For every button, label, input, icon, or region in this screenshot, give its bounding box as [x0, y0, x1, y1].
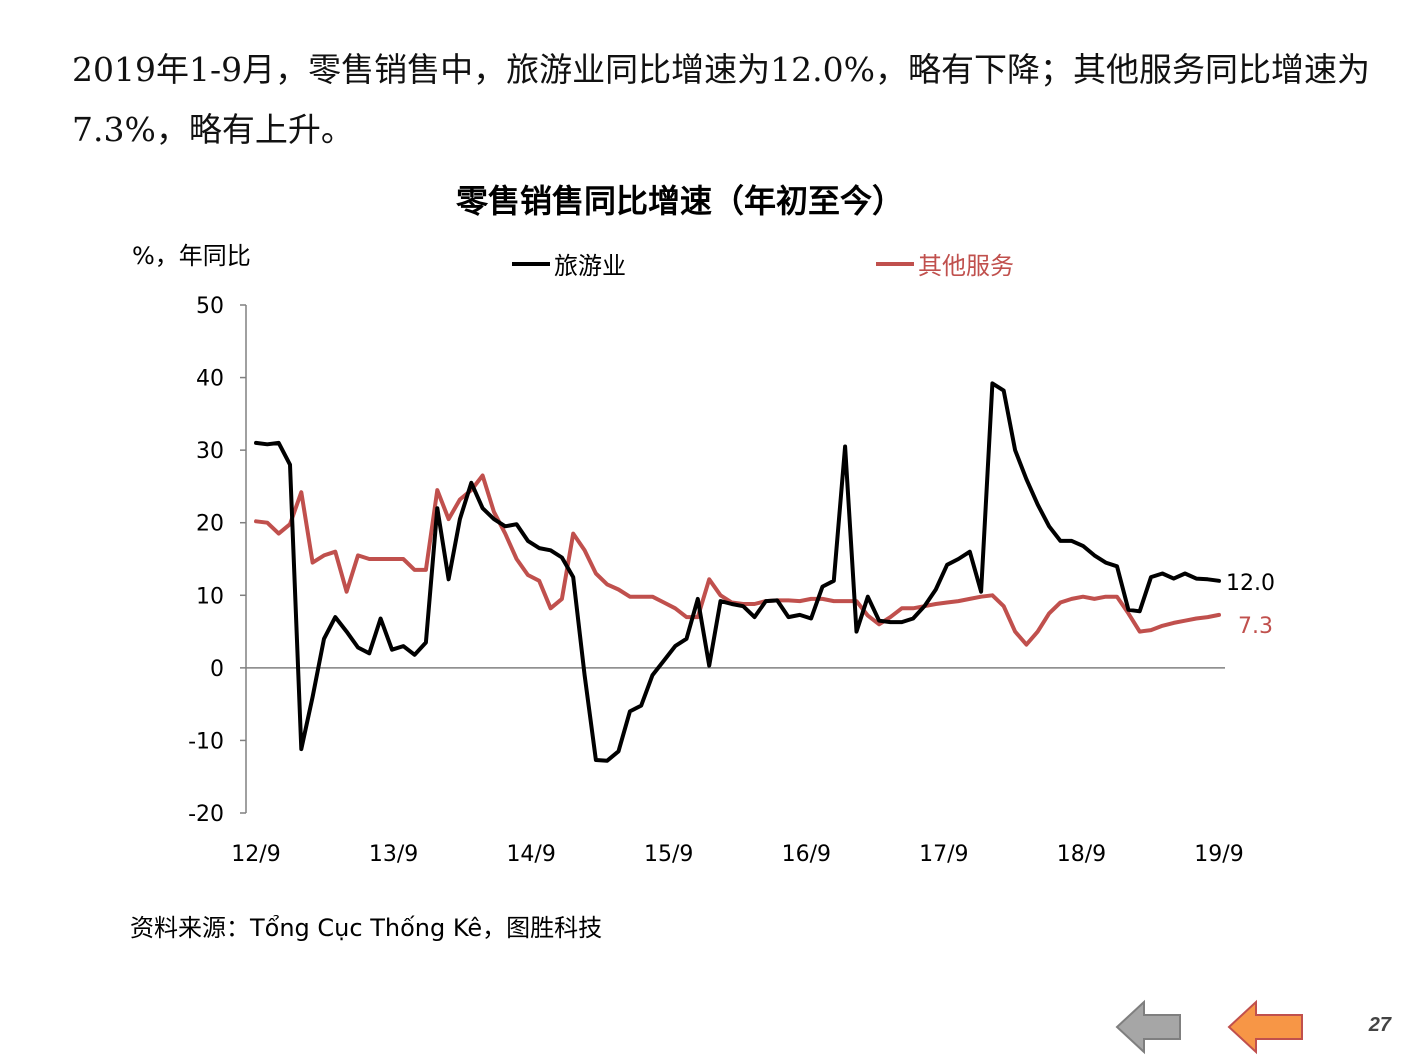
- next-page-button[interactable]: [1226, 998, 1306, 1056]
- series-layer: [254, 381, 1221, 763]
- page-number: 27: [1368, 1014, 1391, 1036]
- y-tick-label: 0: [210, 657, 224, 682]
- line-chart: 50 40 30 20 10 0 -10 -20 12/9 13/9 14/9 15/9 16/9 17…: [188, 294, 1275, 867]
- legend-swatch-tourism: [512, 261, 550, 266]
- x-tick-label: 17/9: [919, 842, 968, 867]
- y-tick-label: 50: [196, 294, 224, 319]
- prev-page-button[interactable]: [1114, 998, 1184, 1056]
- x-tick-label: 12/9: [231, 842, 280, 867]
- source-note: 资料来源：Tổng Cục Thống Kê，图胜科技: [130, 914, 603, 942]
- x-tick-label: 13/9: [369, 842, 418, 867]
- headline-text: 2019年1-9月，零售销售中，旅游业同比增速为12.0%，略有下降；其他服务同…: [72, 50, 1370, 149]
- y-axis-unit-label: %，年同比: [132, 242, 251, 270]
- y-axis: 50 40 30 20 10 0 -10 -20: [188, 294, 247, 827]
- y-tick-label: 40: [196, 367, 224, 392]
- end-labels: 12.0 7.3: [1226, 571, 1275, 639]
- gray-left-arrow-icon: [1115, 999, 1181, 1055]
- x-axis: 12/9 13/9 14/9 15/9 16/9 17/9 18/9 19/9: [231, 667, 1244, 867]
- legend-item-tourism: 旅游业: [512, 246, 626, 281]
- legend-swatch-other: [876, 261, 914, 266]
- end-label-other: 7.3: [1238, 614, 1273, 639]
- x-tick-label: 14/9: [506, 842, 555, 867]
- series-line-tourism: [254, 381, 1221, 763]
- legend-label-other: 其他服务: [918, 252, 1014, 280]
- x-tick-label: 18/9: [1057, 842, 1106, 867]
- y-tick-label: -20: [188, 802, 224, 827]
- y-tick-label: 10: [196, 584, 224, 609]
- x-tick-label: 16/9: [782, 842, 831, 867]
- orange-left-arrow-icon: [1227, 999, 1303, 1055]
- end-label-tourism: 12.0: [1226, 571, 1275, 596]
- legend-item-other: 其他服务: [876, 246, 1014, 281]
- y-tick-label: 20: [196, 512, 224, 537]
- series-line-other: [254, 473, 1221, 647]
- y-tick-label: -10: [188, 729, 224, 754]
- y-tick-label: 30: [196, 439, 224, 464]
- chart-title: 零售销售同比增速（年初至今）: [455, 182, 904, 220]
- legend-label-tourism: 旅游业: [554, 252, 626, 280]
- x-tick-label: 15/9: [644, 842, 693, 867]
- x-tick-label: 19/9: [1194, 842, 1243, 867]
